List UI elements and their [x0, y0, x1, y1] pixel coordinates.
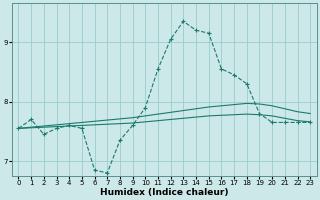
X-axis label: Humidex (Indice chaleur): Humidex (Indice chaleur) — [100, 188, 228, 197]
